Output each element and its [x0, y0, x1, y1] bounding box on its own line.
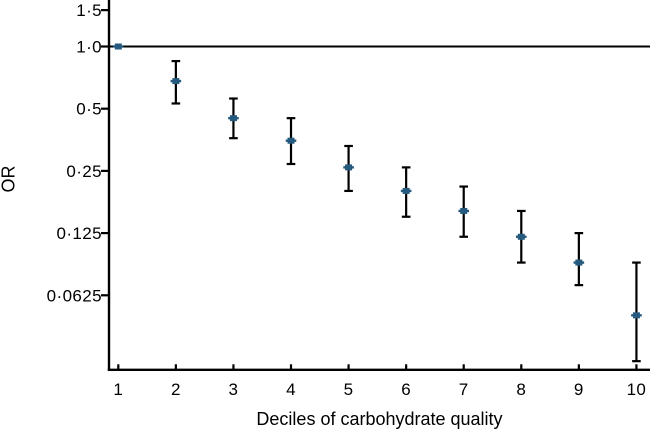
data-point-marker-notch — [343, 166, 354, 169]
x-tick-label: 10 — [627, 380, 647, 399]
x-tick-label: 9 — [574, 380, 584, 399]
x-axis-title: Deciles of carbohydrate quality — [256, 409, 503, 429]
y-tick-label: 0·125 — [57, 224, 102, 243]
data-point-marker-notch — [170, 79, 182, 83]
x-tick-label: 5 — [344, 380, 354, 399]
data-point-marker-notch — [228, 116, 239, 120]
x-tick-label: 4 — [286, 380, 296, 399]
data-point-marker-notch — [113, 45, 124, 48]
data-point-marker-notch — [400, 189, 412, 193]
y-axis-title: OR — [0, 165, 19, 193]
x-tick-label: 8 — [516, 380, 526, 399]
x-tick-label: 7 — [459, 380, 469, 399]
x-tick-label: 1 — [113, 380, 123, 399]
y-tick-label: 1·0 — [76, 38, 102, 57]
data-point-marker-notch — [515, 235, 527, 238]
y-tick-label: 0·5 — [76, 100, 102, 119]
x-tick-label: 2 — [171, 380, 181, 399]
y-tick-label: 0·25 — [66, 162, 102, 181]
data-point-marker-notch — [458, 209, 470, 213]
y-tick-label: 1·5 — [76, 1, 102, 20]
data-point-marker-notch — [285, 139, 297, 142]
x-tick-label: 6 — [401, 380, 411, 399]
y-tick-label: 0·0625 — [47, 286, 102, 305]
x-tick-label: 3 — [229, 380, 239, 399]
data-point-marker-notch — [573, 261, 585, 264]
data-point-marker-notch — [631, 314, 642, 317]
